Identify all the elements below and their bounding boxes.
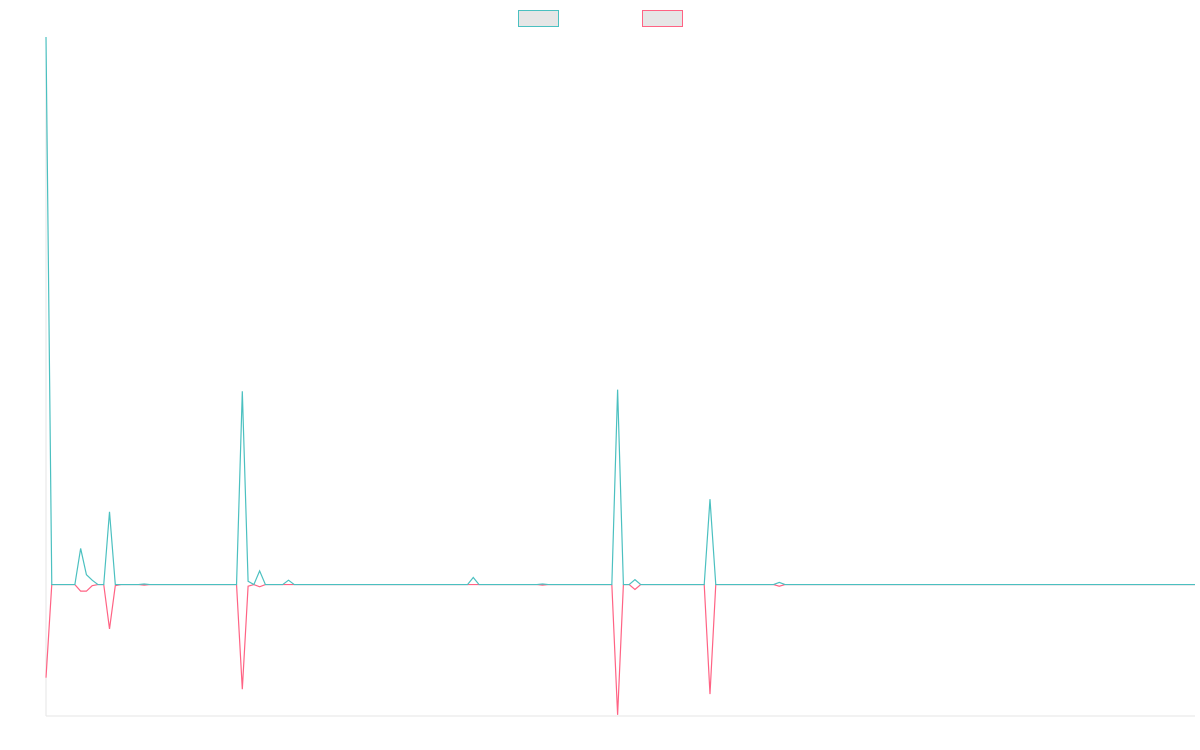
series-line-2: [45, 583, 1195, 715]
series-layer: [45, 36, 1195, 715]
legend-swatch-1[interactable]: [518, 10, 559, 27]
axes: [45, 37, 1195, 717]
series-line-1: [45, 36, 1195, 586]
legend: [518, 10, 683, 27]
legend-swatch-2[interactable]: [642, 10, 683, 27]
